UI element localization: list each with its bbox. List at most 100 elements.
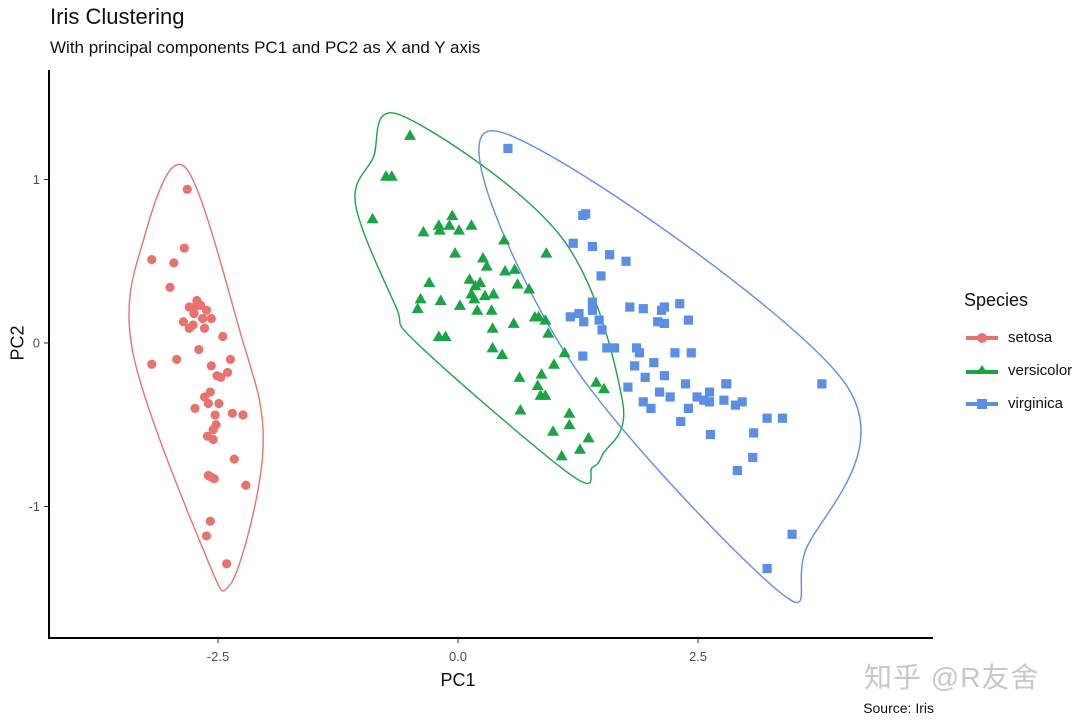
setosa-point (238, 410, 248, 420)
circle-marker-icon (966, 332, 998, 343)
versicolor-point (523, 283, 536, 294)
virginica-point (630, 361, 640, 371)
setosa-point (209, 474, 219, 484)
setosa-point (147, 359, 157, 369)
versicolor-point (366, 212, 379, 224)
triangle-marker-icon (966, 364, 998, 374)
versicolor-point (423, 276, 436, 288)
setosa-point (218, 331, 228, 342)
setosa-point (223, 367, 233, 378)
virginica-point (602, 343, 612, 353)
virginica-point (704, 397, 715, 407)
virginica-point (675, 299, 685, 309)
virginica-point (762, 564, 772, 574)
versicolor-point (590, 376, 603, 387)
virginica-point (680, 379, 691, 389)
virginica-point (749, 428, 759, 438)
setosa-point (165, 282, 175, 293)
versicolor-point (486, 341, 499, 353)
versicolor-point (443, 219, 456, 230)
setosa-point (201, 531, 212, 541)
setosa-point (198, 313, 208, 324)
setosa-point (222, 559, 232, 569)
virginica-point (594, 315, 604, 325)
versicolor-point (433, 224, 446, 235)
virginica-point (638, 397, 648, 407)
virginica-point (699, 395, 709, 405)
setosa-hull (128, 163, 264, 592)
setosa-point (179, 243, 189, 253)
setosa-point (203, 398, 213, 409)
versicolor-point (487, 287, 500, 299)
setosa-point (214, 398, 224, 409)
versicolor-point (539, 314, 552, 325)
virginica-point (640, 372, 650, 382)
setosa-point (199, 323, 210, 333)
versicolor-hull (354, 112, 625, 484)
setosa-point (194, 344, 204, 355)
virginica-point (692, 392, 702, 402)
y-axis-ticks: -1 0 1 (28, 172, 49, 514)
virginica-point (609, 343, 620, 353)
versicolor-point (411, 302, 424, 314)
y-tick-label: 1 (33, 172, 40, 187)
y-axis-label: PC2 (7, 325, 28, 361)
virginica-point (638, 304, 648, 314)
legend-label: versicolor (1008, 362, 1073, 379)
versicolor-point (404, 129, 416, 140)
versicolor-point (453, 299, 466, 310)
virginica-point (621, 256, 631, 266)
setosa-point (210, 410, 220, 420)
versicolor-point (558, 346, 571, 358)
setosa-point (147, 255, 157, 265)
virginica-point (655, 387, 665, 397)
virginica-point (719, 395, 729, 405)
axes (48, 70, 933, 639)
setosa-point (206, 361, 216, 371)
setosa-point (205, 516, 215, 526)
virginica-point (653, 317, 663, 327)
setosa-point (216, 372, 226, 382)
versicolor-point (507, 317, 520, 328)
virginica-point (683, 403, 693, 413)
setosa-point (169, 258, 179, 268)
versicolor-point (465, 219, 478, 230)
versicolor-point (476, 251, 489, 263)
virginica-point (625, 302, 635, 312)
x-axis-ticks: -2.5 0.0 2.5 (207, 638, 707, 664)
setosa-point (206, 313, 216, 324)
versicolor-point (534, 389, 547, 400)
setosa-point (227, 408, 237, 418)
virginica-point (503, 143, 513, 154)
versicolor-point (535, 368, 548, 379)
versicolor-point (434, 294, 447, 305)
legend-title: Species (964, 290, 1029, 310)
legend-item-setosa: setosa (964, 321, 1072, 354)
setosa-point (178, 317, 189, 327)
versicolor-point (531, 379, 544, 391)
versicolor-point (563, 418, 576, 430)
virginica-point (777, 413, 788, 423)
versicolor-point (471, 304, 484, 315)
versicolor-point (542, 327, 555, 338)
chart-subtitle: With principal components PC1 and PC2 as… (50, 38, 481, 57)
versicolor-point (414, 292, 427, 304)
x-tick-label: 2.5 (689, 649, 707, 664)
setosa-point (201, 305, 212, 315)
x-tick-label: -2.5 (207, 649, 229, 664)
virginica-point (686, 348, 696, 358)
setosa-point (208, 434, 218, 445)
source-caption: Source: Iris (863, 700, 934, 716)
legend-label: setosa (1008, 329, 1053, 346)
virginica-point (659, 371, 669, 381)
legend-item-versicolor: versicolor (964, 354, 1072, 387)
setosa-point (190, 403, 200, 413)
versicolor-point (508, 263, 521, 274)
virginica-point (581, 209, 591, 219)
setosa-point (241, 480, 251, 490)
y-tick-label: 0 (33, 336, 40, 351)
virginica-point (730, 400, 741, 410)
versicolor-point (514, 404, 527, 415)
virginica-point (722, 379, 732, 389)
